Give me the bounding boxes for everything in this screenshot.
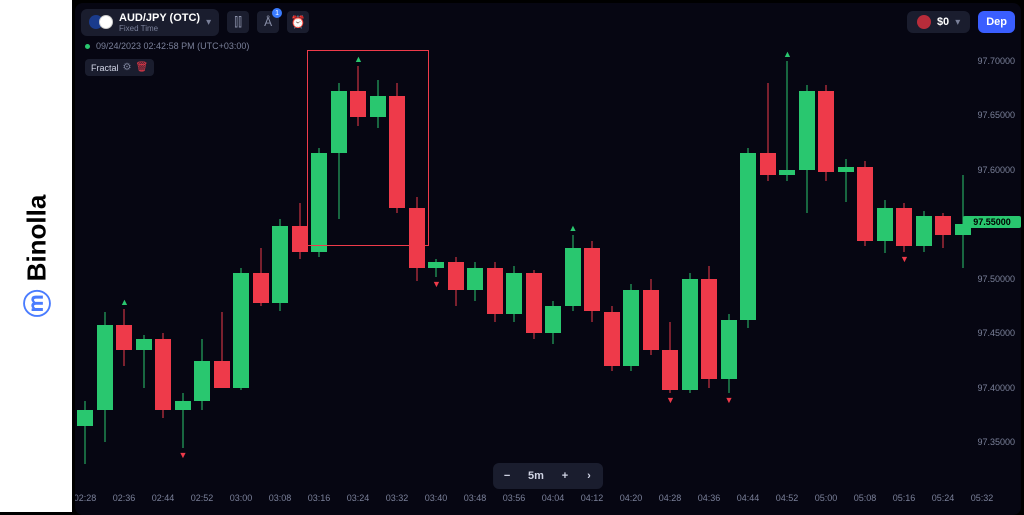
fractal-down-icon: ▼ <box>179 450 188 460</box>
fractal-down-icon: ▼ <box>900 254 909 264</box>
x-tick-label: 03:40 <box>425 493 448 503</box>
y-tick-label: 97.45000 <box>977 328 1015 338</box>
fractal-down-icon: ▼ <box>432 279 441 289</box>
brand-name: Binolla <box>21 195 52 282</box>
chart-panel: AUD/JPY (OTC) Fixed Time ▾ ⫿⫿ Å1 ⏰ $0 ▾ … <box>75 3 1021 515</box>
gear-icon[interactable]: ⚙ <box>123 62 132 73</box>
zoom-in-button[interactable]: + <box>554 466 576 486</box>
fractal-up-icon: ▲ <box>354 54 363 64</box>
x-tick-label: 04:44 <box>737 493 760 503</box>
x-tick-label: 04:04 <box>542 493 565 503</box>
scroll-right-button[interactable]: › <box>578 466 600 486</box>
trash-icon[interactable]: 🗑 <box>135 62 148 73</box>
deposit-button[interactable]: Dep <box>978 11 1015 33</box>
x-tick-label: 04:36 <box>698 493 721 503</box>
indicator-name: Fractal <box>91 63 119 73</box>
zoom-out-button[interactable]: − <box>496 466 518 486</box>
timeframe-controls: − 5m + › <box>493 463 603 489</box>
x-tick-label: 03:08 <box>269 493 292 503</box>
x-axis: 02:28 02:36 02:44 02:52 03:00 03:08 03:16 03:24… <box>75 493 961 509</box>
timeframe-label[interactable]: 5m <box>520 466 552 486</box>
y-tick-label: 97.70000 <box>977 56 1015 66</box>
fractal-up-icon: ▲ <box>783 49 792 59</box>
y-tick-label: 97.40000 <box>977 383 1015 393</box>
flag-jpy-icon <box>99 15 113 29</box>
pair-selector[interactable]: AUD/JPY (OTC) Fixed Time ▾ <box>81 9 219 36</box>
pair-subtitle: Fixed Time <box>119 24 200 33</box>
price-marker: 97.55000 <box>963 216 1021 228</box>
y-tick-label: 97.65000 <box>977 110 1015 120</box>
x-tick-label: 04:20 <box>620 493 643 503</box>
x-tick-label: 04:28 <box>659 493 682 503</box>
live-dot-icon <box>85 44 90 49</box>
fractal-down-icon: ▼ <box>666 395 675 405</box>
timestamp-row: 09/24/2023 02:42:58 PM (UTC+03:00) <box>85 41 249 51</box>
flag-usd-icon <box>917 15 931 29</box>
y-tick-label: 97.35000 <box>977 437 1015 447</box>
x-tick-label: 05:32 <box>971 493 994 503</box>
x-tick-label: 02:52 <box>191 493 214 503</box>
x-tick-label: 03:56 <box>503 493 526 503</box>
x-tick-label: 03:48 <box>464 493 487 503</box>
x-tick-label: 04:12 <box>581 493 604 503</box>
timestamp-text: 09/24/2023 02:42:58 PM (UTC+03:00) <box>96 41 249 51</box>
pair-symbol: AUD/JPY (OTC) <box>119 12 200 24</box>
chevron-down-icon: ▾ <box>955 17 960 28</box>
brand-logo-icon: ⓜ <box>16 289 56 317</box>
x-tick-label: 03:00 <box>230 493 253 503</box>
indicator-chip[interactable]: Fractal ⚙ 🗑 <box>85 59 154 76</box>
drawing-tools-icon[interactable]: Å1 <box>257 11 279 33</box>
y-tick-label: 97.60000 <box>977 165 1015 175</box>
balance-chip[interactable]: $0 ▾ <box>907 11 970 33</box>
y-tick-label: 97.50000 <box>977 274 1015 284</box>
x-tick-label: 02:36 <box>113 493 136 503</box>
tool-badge: 1 <box>272 8 282 18</box>
x-tick-label: 02:44 <box>152 493 175 503</box>
chart-area[interactable]: ▲ ▼ ▲ ▼ ▲ ▼ ▼ ▲ ▼ <box>75 39 961 475</box>
chevron-down-icon: ▾ <box>206 17 211 28</box>
x-tick-label: 05:16 <box>893 493 916 503</box>
x-tick-label: 03:32 <box>386 493 409 503</box>
brand-sidebar: ⓜ Binolla <box>0 0 72 512</box>
x-tick-label: 04:52 <box>776 493 799 503</box>
topbar: AUD/JPY (OTC) Fixed Time ▾ ⫿⫿ Å1 ⏰ $0 ▾ … <box>81 9 1015 35</box>
indicators-icon[interactable]: ⫿⫿ <box>227 11 249 33</box>
fractal-up-icon: ▲ <box>569 223 578 233</box>
fractal-down-icon: ▼ <box>725 395 734 405</box>
x-tick-label: 05:24 <box>932 493 955 503</box>
x-tick-label: 05:00 <box>815 493 838 503</box>
fractal-up-icon: ▲ <box>120 297 129 307</box>
balance-amount: $0 <box>937 16 949 28</box>
y-axis: 97.35000 97.40000 97.45000 97.50000 97.55000… <box>961 39 1021 475</box>
x-tick-label: 03:24 <box>347 493 370 503</box>
x-tick-label: 03:16 <box>308 493 331 503</box>
x-tick-label: 02:28 <box>75 493 96 503</box>
alarm-icon[interactable]: ⏰ <box>287 11 309 33</box>
x-tick-label: 05:08 <box>854 493 877 503</box>
